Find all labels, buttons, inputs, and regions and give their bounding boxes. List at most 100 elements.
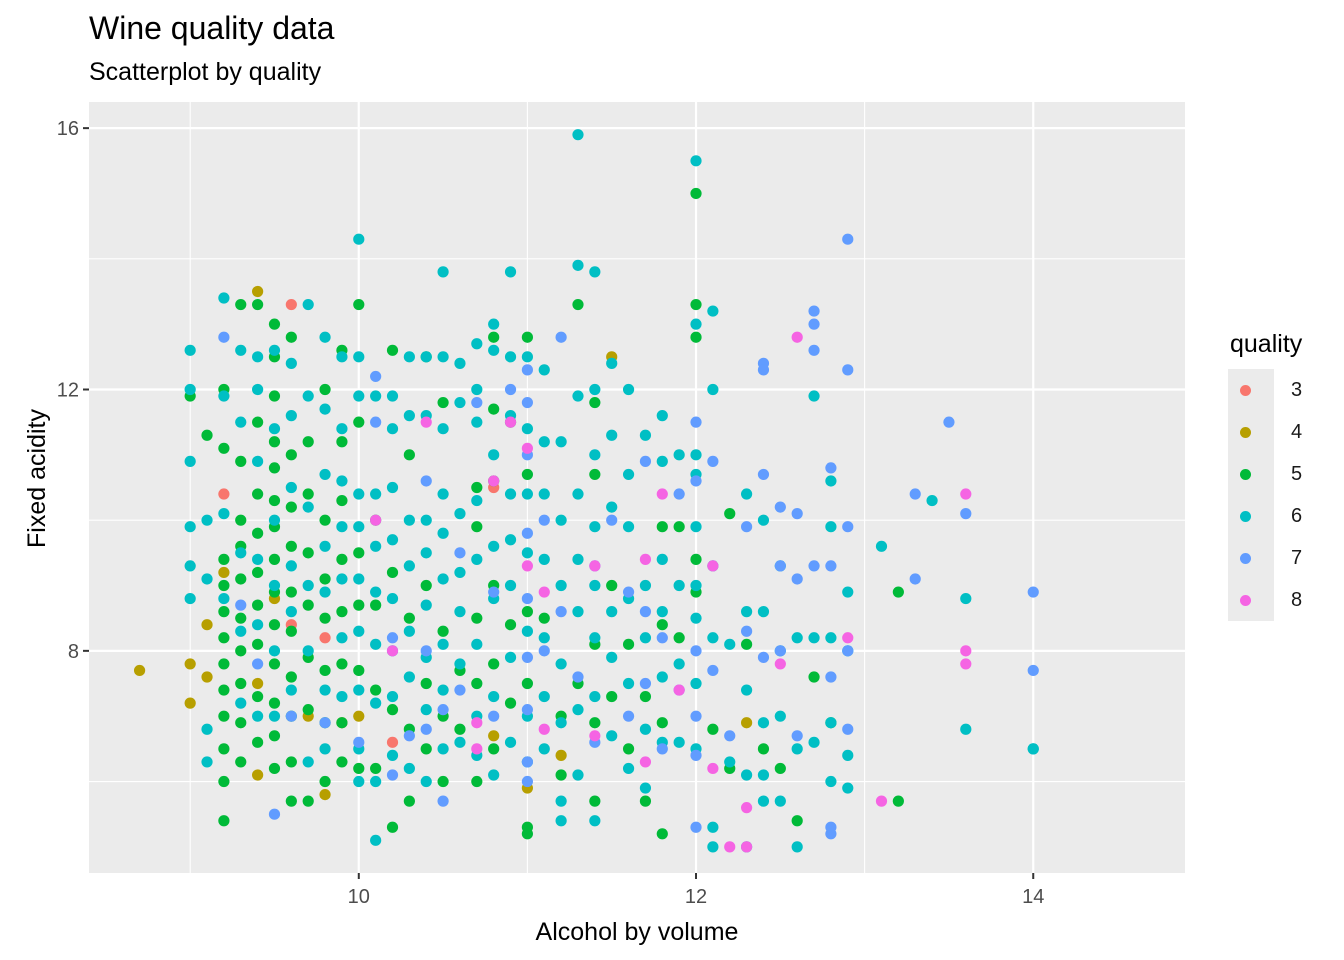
data-point-quality-5 bbox=[268, 658, 281, 670]
data-point-quality-6 bbox=[386, 690, 399, 703]
data-point-quality-6 bbox=[336, 475, 348, 487]
data-point-quality-5 bbox=[386, 821, 399, 833]
data-point-quality-6 bbox=[690, 677, 702, 690]
data-point-quality-6 bbox=[420, 775, 432, 788]
data-point-quality-6 bbox=[370, 540, 382, 552]
data-point-quality-7 bbox=[960, 508, 972, 520]
data-point-quality-6 bbox=[572, 390, 584, 402]
data-point-quality-8 bbox=[639, 553, 652, 565]
data-point-quality-6 bbox=[336, 521, 348, 533]
data-points bbox=[133, 129, 1039, 853]
data-point-quality-4 bbox=[184, 697, 196, 709]
data-point-quality-6 bbox=[302, 298, 314, 311]
data-point-quality-7 bbox=[386, 632, 399, 644]
data-point-quality-5 bbox=[555, 769, 567, 781]
data-point-quality-7 bbox=[707, 455, 719, 467]
data-point-quality-7 bbox=[690, 749, 702, 761]
data-point-quality-7 bbox=[757, 364, 770, 376]
y-tick-label: 12 bbox=[57, 379, 79, 401]
data-point-quality-7 bbox=[808, 560, 820, 572]
data-point-quality-6 bbox=[218, 390, 230, 402]
data-point-quality-5 bbox=[285, 331, 297, 343]
data-point-quality-7 bbox=[909, 488, 921, 500]
data-point-quality-5 bbox=[892, 795, 904, 807]
data-point-quality-6 bbox=[741, 606, 753, 618]
data-point-quality-3 bbox=[319, 632, 331, 644]
data-point-quality-4 bbox=[252, 769, 264, 781]
data-point-quality-5 bbox=[218, 632, 230, 644]
data-point-quality-6 bbox=[268, 514, 281, 526]
x-tick-label: 14 bbox=[1022, 886, 1044, 908]
data-point-quality-7 bbox=[656, 743, 668, 755]
data-point-quality-5 bbox=[336, 717, 348, 729]
data-point-quality-6 bbox=[707, 305, 719, 317]
legend-item-7: 7 bbox=[1228, 537, 1302, 579]
data-point-quality-6 bbox=[201, 514, 213, 526]
data-point-quality-8 bbox=[538, 586, 550, 598]
data-point-quality-5 bbox=[639, 690, 652, 703]
data-point-quality-7 bbox=[454, 547, 466, 559]
data-point-quality-6 bbox=[791, 743, 803, 755]
data-point-quality-5 bbox=[268, 697, 281, 709]
data-point-quality-6 bbox=[757, 717, 770, 729]
data-point-quality-6 bbox=[656, 671, 668, 683]
data-point-quality-6 bbox=[572, 553, 584, 565]
data-point-quality-6 bbox=[370, 488, 382, 500]
data-point-quality-5 bbox=[285, 501, 297, 513]
data-point-quality-6 bbox=[555, 717, 567, 729]
data-point-quality-6 bbox=[201, 723, 213, 735]
data-point-quality-5 bbox=[201, 429, 213, 441]
data-point-quality-8 bbox=[370, 514, 382, 526]
data-point-quality-6 bbox=[673, 736, 685, 748]
data-point-quality-8 bbox=[707, 762, 719, 775]
data-point-quality-7 bbox=[488, 710, 500, 722]
data-point-quality-6 bbox=[437, 684, 449, 696]
data-point-quality-6 bbox=[639, 429, 652, 441]
data-point-quality-6 bbox=[370, 390, 382, 402]
data-point-quality-5 bbox=[690, 187, 702, 200]
data-point-quality-6 bbox=[589, 815, 601, 827]
data-point-quality-6 bbox=[656, 455, 668, 467]
data-point-quality-6 bbox=[302, 579, 314, 592]
data-point-quality-6 bbox=[538, 488, 550, 500]
data-point-quality-6 bbox=[606, 501, 618, 513]
data-point-quality-5 bbox=[606, 690, 618, 703]
data-point-quality-6 bbox=[201, 756, 213, 768]
data-point-quality-7 bbox=[774, 501, 786, 513]
data-point-quality-6 bbox=[386, 481, 399, 494]
data-point-quality-6 bbox=[622, 383, 635, 396]
data-point-quality-6 bbox=[504, 579, 517, 592]
data-point-quality-8 bbox=[386, 645, 399, 657]
data-point-quality-6 bbox=[268, 344, 281, 356]
data-point-quality-6 bbox=[184, 455, 196, 467]
data-point-quality-5 bbox=[673, 521, 685, 533]
data-point-quality-6 bbox=[741, 769, 753, 781]
data-point-quality-6 bbox=[555, 658, 567, 670]
data-point-quality-7 bbox=[218, 331, 230, 343]
legend-title: quality bbox=[1230, 330, 1303, 358]
y-tick-label: 16 bbox=[57, 118, 79, 140]
data-point-quality-5 bbox=[235, 756, 247, 768]
data-point-quality-5 bbox=[353, 547, 365, 559]
data-point-quality-5 bbox=[521, 821, 534, 833]
data-point-quality-5 bbox=[336, 658, 348, 670]
legend-item-5: 5 bbox=[1228, 453, 1302, 495]
data-point-quality-6 bbox=[420, 547, 432, 559]
data-point-quality-7 bbox=[690, 645, 702, 657]
data-point-quality-6 bbox=[488, 540, 500, 552]
data-point-quality-5 bbox=[370, 599, 382, 611]
data-point-quality-7 bbox=[943, 416, 955, 428]
data-point-quality-5 bbox=[252, 690, 264, 703]
data-point-quality-5 bbox=[791, 815, 803, 827]
data-point-quality-5 bbox=[370, 762, 382, 775]
data-point-quality-8 bbox=[960, 488, 972, 500]
data-point-quality-4 bbox=[555, 749, 567, 761]
data-point-quality-5 bbox=[336, 756, 348, 768]
data-point-quality-7 bbox=[572, 671, 584, 683]
data-point-quality-6 bbox=[690, 579, 702, 592]
data-point-quality-5 bbox=[268, 436, 281, 448]
data-point-quality-6 bbox=[538, 436, 550, 448]
data-point-quality-7 bbox=[808, 305, 820, 317]
data-point-quality-6 bbox=[757, 795, 770, 807]
plot-panel bbox=[89, 102, 1185, 873]
